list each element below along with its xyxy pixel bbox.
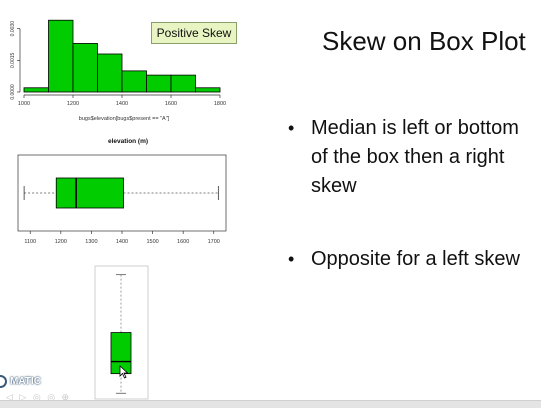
bullet-item: • Opposite for a left skew (288, 245, 533, 274)
bullet-item: • Median is left or bottom of the box th… (288, 114, 533, 201)
x-tick-label: 1100 (24, 239, 36, 245)
y-tick-label: 0.0000 (10, 84, 16, 100)
bullet-text: Opposite for a left skew (311, 248, 520, 270)
x-tick-label: 1300 (85, 239, 97, 245)
x-tick-label: 1800 (214, 101, 226, 107)
logo-ring-icon (0, 375, 7, 388)
plot-frame (94, 265, 149, 400)
histogram-bar (97, 53, 123, 93)
x-tick-label: 1400 (116, 239, 128, 245)
watermark-logo: MATIC (0, 374, 48, 392)
bullet-text: Median is left or bottom of the box then… (311, 117, 519, 197)
x-tick-label: 1600 (177, 239, 189, 245)
x-tick-label: 1400 (116, 101, 128, 107)
logo-text: MATIC (10, 376, 41, 387)
box-iqr (55, 177, 124, 209)
boxplot-title: elevation (m) (108, 138, 148, 145)
bullet-list: • Median is left or bottom of the box th… (288, 114, 533, 274)
bottom-strip (0, 400, 541, 408)
bullet-glyph: • (288, 249, 295, 269)
histogram-bar (48, 19, 74, 93)
vertical-boxplot (94, 265, 149, 400)
positive-skew-label: Positive Skew (151, 22, 237, 44)
histogram-bar (23, 87, 49, 93)
histogram-bar (146, 74, 172, 93)
histogram-bar (72, 43, 98, 93)
x-tick-label: 1700 (208, 239, 220, 245)
x-tick-label: 1500 (146, 239, 158, 245)
horizontal-boxplot: elevation (m) 1100 1200 1300 1400 1500 1600 170… (17, 138, 227, 245)
x-tick-label: 1200 (55, 239, 67, 245)
histogram-chart: 1000 1200 1400 1600 1800 0.0000 0.0015 0.0030 bu… (10, 19, 226, 122)
mouse-cursor-icon (119, 365, 129, 379)
x-axis-label: bugs$elevation[bugs$present == "A"] (79, 116, 170, 122)
histogram-bar (121, 70, 147, 93)
player-controls[interactable]: ◁ ▷ ◎ ◎ ⊕ (6, 392, 72, 402)
y-tick-label: 0.0030 (10, 21, 16, 37)
x-tick-label: 1000 (18, 101, 30, 107)
y-tick-label: 0.0015 (10, 52, 16, 68)
histogram-bar (195, 87, 221, 93)
bullet-glyph: • (288, 118, 295, 138)
histogram-bar (170, 74, 196, 93)
x-tick-label: 1200 (67, 101, 79, 107)
slide-title: Skew on Box Plot (322, 26, 526, 56)
x-tick-label: 1600 (165, 101, 177, 107)
